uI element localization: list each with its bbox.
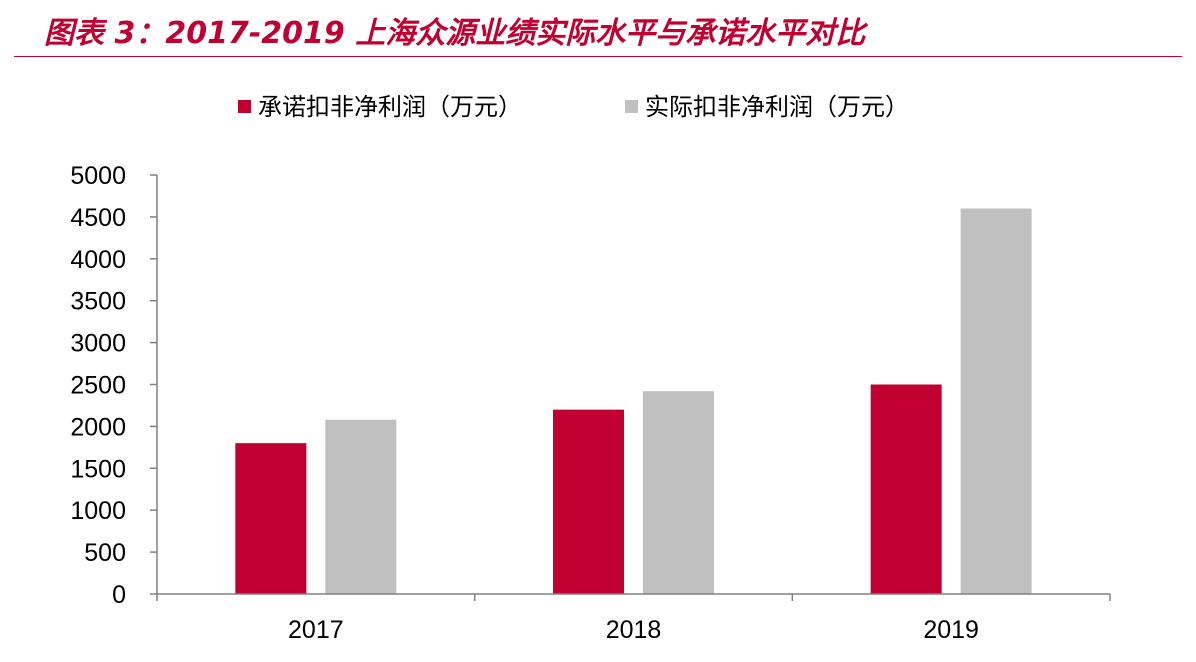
x-tick-label: 2017 [288, 616, 344, 644]
legend-swatch-promised [238, 100, 251, 113]
figure-title: 图表 3：2017-2019 上海众源业绩实际水平与承诺水平对比 [44, 16, 866, 51]
bar-promised-2019 [870, 384, 942, 594]
bar-actual-2017 [325, 419, 397, 594]
legend-swatch-actual [625, 100, 638, 113]
chart-legend: 承诺扣非净利润（万元） 实际扣非净利润（万元） [238, 93, 909, 121]
x-tick-label: 2019 [923, 616, 979, 644]
y-tick-label: 3500 [70, 288, 126, 316]
bar-actual-2018 [643, 391, 714, 594]
legend-label-actual: 实际扣非净利润（万元） [645, 93, 909, 121]
legend-label-promised: 承诺扣非净利润（万元） [258, 93, 522, 121]
bar-group [235, 208, 1032, 594]
y-tick-label: 3000 [70, 330, 126, 358]
bar-promised-2018 [553, 409, 624, 594]
bar-actual-2019 [960, 208, 1032, 594]
x-tick-label: 2018 [606, 616, 662, 644]
y-tick-label: 2000 [70, 413, 126, 441]
y-tick-labels: 0 500 1000 1500 2000 2500 3000 3500 4000 4500 5000 [70, 162, 126, 609]
y-tick-label: 500 [84, 539, 126, 567]
y-tick-label: 0 [112, 581, 126, 609]
chart-axes [150, 174, 1111, 601]
y-tick-label: 1500 [70, 455, 126, 483]
x-tick-labels: 2017 2018 2019 [288, 616, 979, 644]
y-tick-label: 1000 [70, 497, 126, 525]
y-tick-label: 2500 [70, 372, 126, 400]
y-tick-label: 5000 [70, 162, 126, 190]
title-divider [14, 56, 1182, 57]
bar-promised-2017 [235, 443, 307, 594]
y-tick-label: 4500 [70, 204, 126, 232]
y-tick-label: 4000 [70, 246, 126, 274]
